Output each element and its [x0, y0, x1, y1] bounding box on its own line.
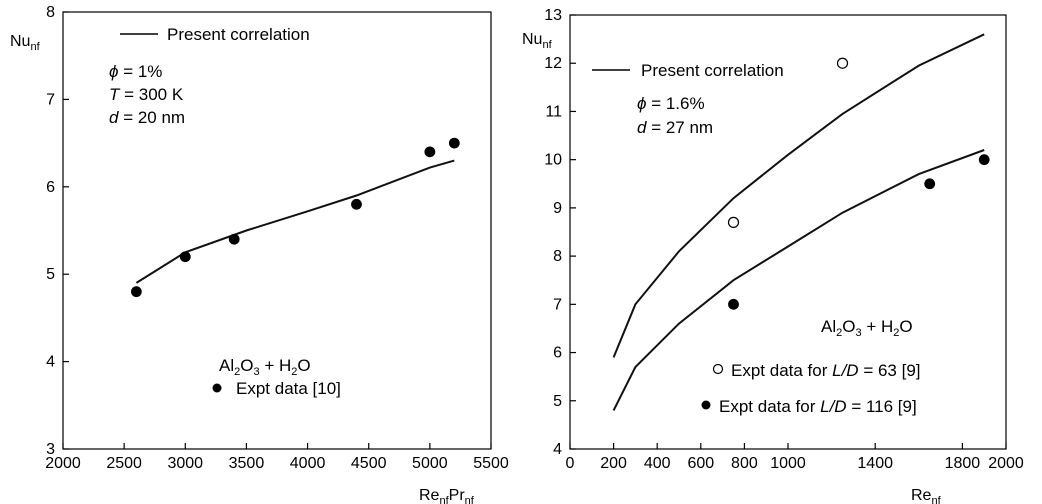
left-present-correlation-line: [135, 159, 455, 284]
right-legend-line-label: Present correlation: [641, 61, 784, 80]
right-y-axis: 4 5 6 7 8 9 10 11 12 13: [544, 7, 576, 458]
right-y-tick-label: 5: [553, 393, 562, 410]
left-x-label: RenfPrnf: [419, 487, 475, 504]
right-expt-open-label: Expt data for L/D = 63 [9]: [731, 361, 921, 380]
left-x-tick-label: 3000: [167, 455, 203, 472]
left-plot-frame: [62, 11, 492, 450]
left-y-tick-label: 7: [46, 91, 55, 108]
right-plot-frame: [569, 14, 1007, 450]
left-filled-point: [228, 233, 240, 245]
left-y-tick-label: 5: [46, 266, 55, 283]
right-y-tick-label: 8: [553, 248, 562, 265]
right-material-label: Al2O3 + H2O: [821, 317, 913, 339]
right-y-tick-label: 10: [544, 152, 562, 169]
left-x-tick-label: 3500: [229, 455, 265, 472]
right-param-diameter: d = 27 nm: [637, 118, 713, 137]
right-open-point: [836, 57, 849, 69]
left-expt-points: [130, 137, 460, 298]
right-y-tick-label: 7: [553, 296, 562, 313]
right-x-label: Renf: [911, 487, 942, 504]
left-expt-label: Expt data [10]: [236, 379, 341, 398]
right-x-tick-label: 600: [687, 455, 714, 472]
left-x-tick-label: 2500: [106, 455, 142, 472]
right-x-tick-label: 800: [731, 455, 758, 472]
left-y-tick-label: 8: [46, 4, 55, 21]
right-present-correlation-upper: [612, 33, 985, 358]
left-y-tick-label: 3: [46, 441, 55, 458]
right-x-tick-label: 1800: [945, 455, 981, 472]
right-x-tick-label: 200: [600, 455, 627, 472]
left-legend-line-label: Present correlation: [167, 25, 310, 44]
right-filled-point: [924, 178, 936, 190]
right-filled-point: [978, 154, 990, 166]
right-x-axis: 0 200 400 600 800 1000 1400 1800 2000: [566, 443, 1024, 472]
right-expt-points: [727, 57, 990, 310]
right-y-tick-label: 4: [553, 441, 562, 458]
right-legend-marker-open: [712, 363, 724, 375]
right-legend-marker-filled: [701, 400, 711, 410]
left-filled-point: [130, 286, 142, 298]
right-present-correlation-lower: [612, 149, 985, 411]
left-param-phi: ϕ = 1%: [109, 62, 162, 81]
chart-right: 0 200 400 600 800 1000 1400 1800 2000 4 5 6 7 8 9 10 11…: [522, 7, 1024, 504]
left-filled-point: [424, 146, 436, 158]
left-y-label: Nunf: [10, 33, 41, 53]
right-y-tick-label: 9: [553, 200, 562, 217]
right-param-phi: ϕ = 1.6%: [637, 94, 705, 113]
left-filled-point: [179, 251, 191, 263]
left-x-tick-label: 4000: [290, 455, 326, 472]
right-x-tick-label: 0: [566, 455, 575, 472]
right-y-tick-label: 13: [544, 7, 562, 24]
right-y-tick-label: 11: [545, 103, 562, 120]
right-y-tick-label: 12: [544, 55, 562, 72]
left-param-temperature: T = 300 K: [109, 85, 184, 104]
right-y-label: Nunf: [522, 31, 553, 51]
chart-left: 2000 2500 3000 3500 4000 4500 5000 5500 345678 …: [10, 4, 509, 504]
left-x-tick-label: 2000: [45, 455, 81, 472]
right-expt-filled-label: Expt data for L/D = 116 [9]: [719, 397, 917, 416]
right-x-tick-label: 400: [644, 455, 671, 472]
right-x-tick-label: 1000: [770, 455, 806, 472]
left-y-axis: 3 4 5 6 7 8: [46, 4, 69, 458]
right-filled-point: [728, 298, 739, 310]
right-x-tick-label: 2000: [988, 455, 1024, 472]
left-param-diameter: d = 20 nm: [109, 108, 185, 127]
left-legend-marker-filled: [212, 383, 222, 393]
left-x-axis: 2000 2500 3000 3500 4000 4500 5000 5500: [45, 443, 509, 472]
left-material-label: Al2O3 + H2O: [219, 356, 311, 378]
left-filled-point: [448, 137, 460, 149]
left-y-tick-label: 6: [46, 179, 55, 196]
left-x-tick-label: 5500: [473, 455, 509, 472]
left-x-tick-label: 4500: [351, 455, 387, 472]
left-y-tick-label: 4: [46, 354, 55, 371]
left-filled-point: [351, 198, 362, 210]
right-y-tick-label: 6: [553, 345, 562, 362]
right-open-point: [727, 216, 740, 228]
left-x-tick-label: 5000: [412, 455, 448, 472]
right-x-tick-label: 1400: [857, 455, 893, 472]
